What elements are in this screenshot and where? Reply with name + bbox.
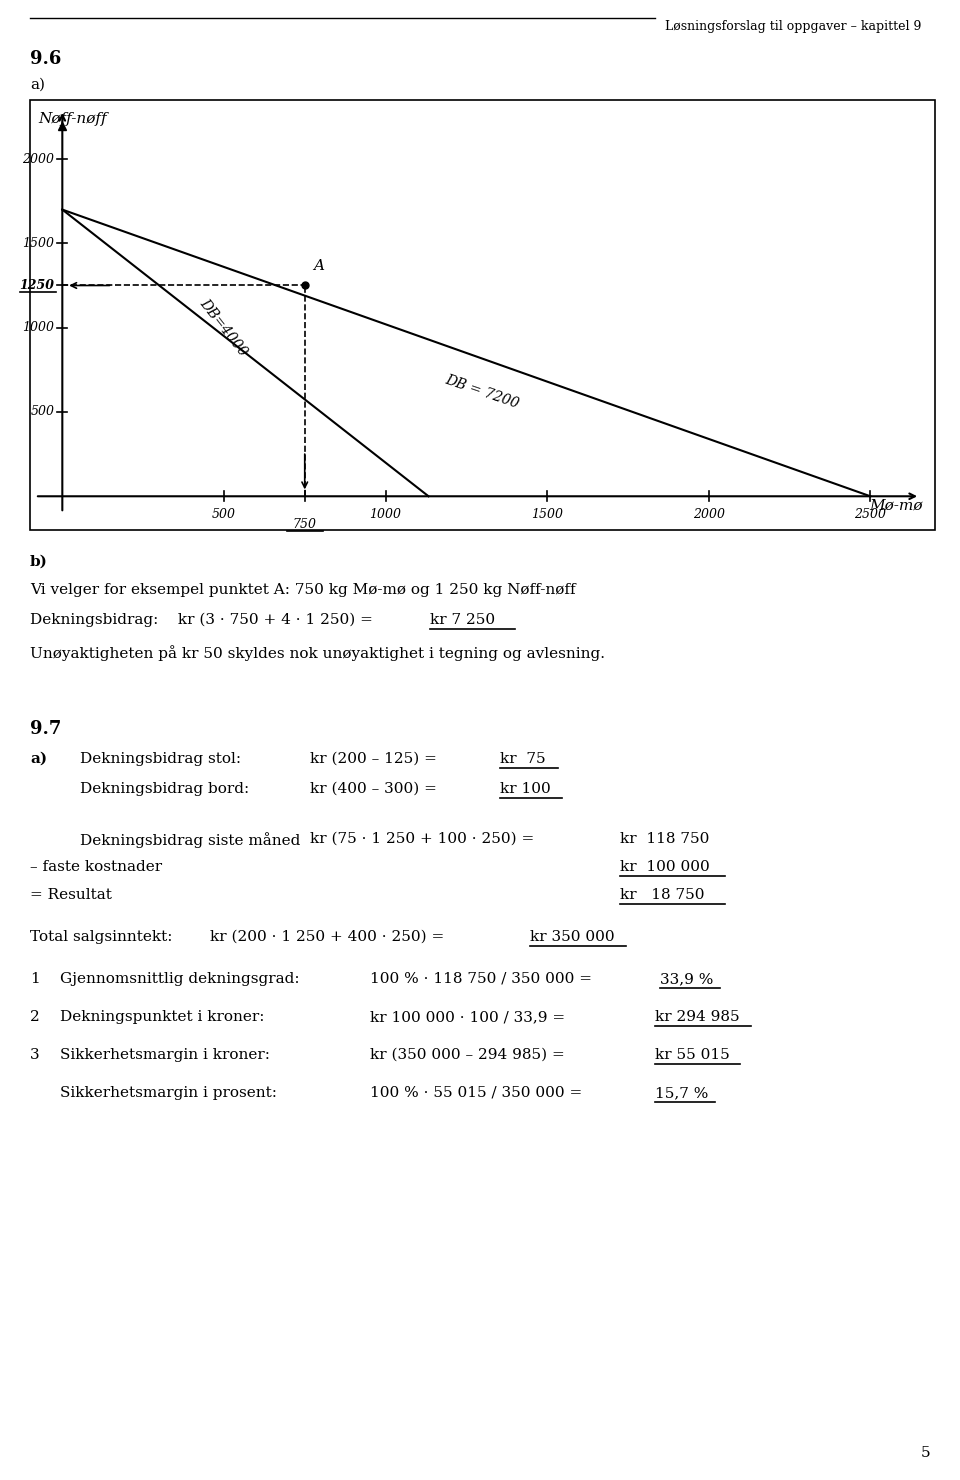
Text: 1500: 1500 bbox=[531, 508, 564, 521]
Text: kr (350 000 – 294 985) =: kr (350 000 – 294 985) = bbox=[370, 1048, 569, 1063]
Text: kr 100: kr 100 bbox=[500, 781, 551, 796]
Text: 1000: 1000 bbox=[22, 321, 55, 334]
Text: 1500: 1500 bbox=[22, 237, 55, 250]
Text: – faste kostnader: – faste kostnader bbox=[30, 860, 162, 875]
Text: Dekningsbidrag siste måned: Dekningsbidrag siste måned bbox=[80, 832, 300, 848]
Text: 9.7: 9.7 bbox=[30, 719, 61, 739]
Text: kr 55 015: kr 55 015 bbox=[655, 1048, 730, 1063]
Text: Unøyaktigheten på kr 50 skyldes nok unøyaktighet i tegning og avlesning.: Unøyaktigheten på kr 50 skyldes nok unøy… bbox=[30, 645, 605, 662]
Text: kr (200 – 125) =: kr (200 – 125) = bbox=[310, 752, 442, 767]
Text: Sikkerhetsmargin i kroner:: Sikkerhetsmargin i kroner: bbox=[60, 1048, 270, 1063]
Text: 2000: 2000 bbox=[22, 152, 55, 166]
Text: b): b) bbox=[30, 555, 48, 568]
Text: 100 % · 55 015 / 350 000 =: 100 % · 55 015 / 350 000 = bbox=[370, 1086, 588, 1100]
Text: kr  100 000: kr 100 000 bbox=[620, 860, 709, 875]
Text: kr 7 250: kr 7 250 bbox=[430, 613, 495, 628]
Text: Sikkerhetsmargin i prosent:: Sikkerhetsmargin i prosent: bbox=[60, 1086, 277, 1100]
Text: a): a) bbox=[30, 78, 45, 92]
Text: 5: 5 bbox=[921, 1446, 930, 1459]
Text: 2500: 2500 bbox=[854, 508, 886, 521]
Text: DB = 7200: DB = 7200 bbox=[444, 373, 521, 411]
Text: 1250: 1250 bbox=[19, 280, 55, 292]
Text: kr 100 000 · 100 / 33,9 =: kr 100 000 · 100 / 33,9 = bbox=[370, 1009, 570, 1024]
Text: Nøff-nøff: Nøff-nøff bbox=[38, 112, 107, 126]
Text: 500: 500 bbox=[212, 508, 236, 521]
Text: 2000: 2000 bbox=[693, 508, 725, 521]
Text: 500: 500 bbox=[31, 406, 55, 419]
Text: 33,9 %: 33,9 % bbox=[660, 972, 713, 986]
Text: 15,7 %: 15,7 % bbox=[655, 1086, 708, 1100]
Text: Dekningsbidrag stol:: Dekningsbidrag stol: bbox=[80, 752, 241, 767]
Text: Total salgsinntekt:: Total salgsinntekt: bbox=[30, 929, 173, 944]
Text: Dekningsbidrag bord:: Dekningsbidrag bord: bbox=[80, 781, 250, 796]
Text: 9.6: 9.6 bbox=[30, 50, 61, 68]
Text: kr  118 750: kr 118 750 bbox=[620, 832, 709, 847]
Bar bbox=[30, 101, 935, 530]
Text: Mø-mø: Mø-mø bbox=[870, 499, 923, 512]
Text: Dekningspunktet i kroner:: Dekningspunktet i kroner: bbox=[60, 1009, 265, 1024]
Text: Vi velger for eksempel punktet A: 750 kg Mø-mø og 1 250 kg Nøff-nøff: Vi velger for eksempel punktet A: 750 kg… bbox=[30, 583, 576, 596]
Text: kr (75 · 1 250 + 100 · 250) =: kr (75 · 1 250 + 100 · 250) = bbox=[310, 832, 540, 847]
Text: Gjennomsnittlig dekningsgrad:: Gjennomsnittlig dekningsgrad: bbox=[60, 972, 300, 986]
Text: 1: 1 bbox=[30, 972, 39, 986]
Text: kr 350 000: kr 350 000 bbox=[530, 929, 614, 944]
Text: kr (400 – 300) =: kr (400 – 300) = bbox=[310, 781, 442, 796]
Text: kr (200 · 1 250 + 400 · 250) =: kr (200 · 1 250 + 400 · 250) = bbox=[210, 929, 449, 944]
Text: = Resultat: = Resultat bbox=[30, 888, 112, 901]
Text: A: A bbox=[313, 259, 324, 274]
Text: 2: 2 bbox=[30, 1009, 39, 1024]
Text: Dekningsbidrag:    kr (3 · 750 + 4 · 1 250) =: Dekningsbidrag: kr (3 · 750 + 4 · 1 250)… bbox=[30, 613, 377, 628]
Text: DB=4000: DB=4000 bbox=[198, 296, 251, 360]
Text: 750: 750 bbox=[293, 518, 317, 531]
Text: kr  75: kr 75 bbox=[500, 752, 545, 767]
Text: Løsningsforslag til oppgaver – kapittel 9: Løsningsforslag til oppgaver – kapittel … bbox=[665, 21, 922, 33]
Text: 1000: 1000 bbox=[370, 508, 401, 521]
Text: kr   18 750: kr 18 750 bbox=[620, 888, 705, 901]
Text: 100 % · 118 750 / 350 000 =: 100 % · 118 750 / 350 000 = bbox=[370, 972, 597, 986]
Text: kr 294 985: kr 294 985 bbox=[655, 1009, 739, 1024]
Text: a): a) bbox=[30, 752, 47, 767]
Text: 3: 3 bbox=[30, 1048, 39, 1063]
